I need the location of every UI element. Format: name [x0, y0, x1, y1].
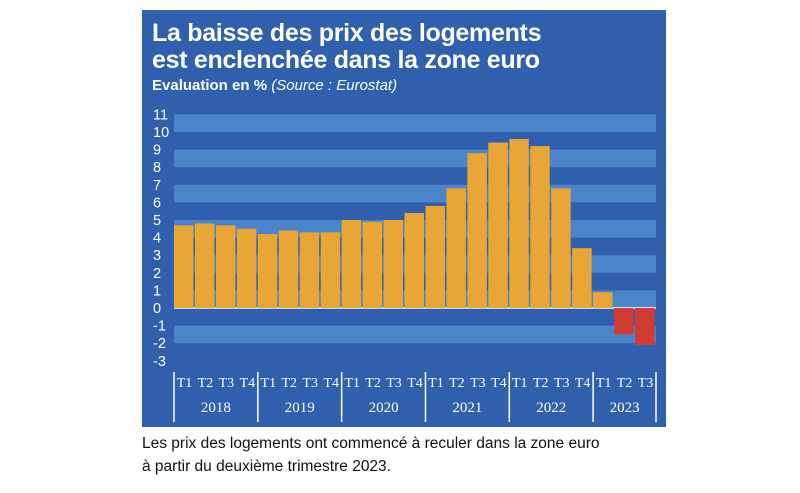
bar	[404, 212, 424, 308]
bar	[278, 230, 299, 308]
caption-line-2: à partir du deuxième trimestre 2023.	[142, 458, 391, 475]
year-label: 2021	[452, 400, 482, 416]
y-tick-label: 7	[153, 178, 161, 194]
title-line-2: est enclenchée dans la zone euro	[152, 46, 540, 74]
bar	[572, 248, 592, 308]
x-tick-label: T2	[198, 376, 214, 391]
bar	[215, 225, 236, 308]
y-tick-label: 8	[153, 160, 161, 176]
chart-panel	[142, 10, 666, 427]
x-tick-label: T3	[638, 376, 654, 391]
x-tick-label: T1	[512, 376, 528, 391]
bar	[446, 188, 466, 308]
x-tick-label: T2	[449, 376, 465, 391]
chart-subtitle: Evaluation en % (Source : Eurostat)	[152, 77, 397, 94]
x-tick-label: T2	[281, 376, 297, 391]
x-tick-label: T4	[575, 376, 591, 391]
x-tick-label: T1	[261, 376, 277, 391]
bar	[362, 221, 383, 308]
x-tick-label: T4	[407, 376, 423, 391]
year-label: 2018	[201, 400, 231, 416]
bar	[383, 220, 404, 308]
y-tick-label: 10	[153, 125, 169, 141]
year-label: 2023	[610, 400, 640, 416]
year-label: 2020	[369, 400, 399, 416]
bar	[614, 308, 634, 335]
y-tick-label: -2	[153, 336, 166, 352]
bar	[236, 228, 257, 308]
grid-stripe	[174, 325, 656, 344]
grid-stripe	[174, 114, 656, 132]
caption-line-1: Les prix des logements ont commencé à re…	[142, 435, 600, 452]
bar	[320, 232, 341, 308]
y-tick-label: 11	[153, 107, 168, 123]
bar	[635, 308, 655, 345]
subtitle-label: Evaluation en %	[152, 77, 268, 94]
x-tick-label: T4	[491, 376, 507, 391]
bar	[488, 142, 508, 308]
x-tick-label: T3	[386, 376, 402, 391]
x-tick-label: T2	[533, 376, 549, 391]
source-note: (Source : Eurostat)	[271, 77, 398, 94]
y-tick-label: 6	[153, 195, 161, 211]
bar	[425, 205, 445, 308]
y-tick-label: -1	[153, 319, 166, 335]
bar	[257, 234, 278, 308]
x-tick-label: T1	[177, 376, 193, 391]
caption: Les prix des logements ont commencé à re…	[142, 432, 682, 478]
y-tick-label: 4	[153, 231, 161, 247]
y-tick-label: 9	[153, 143, 161, 159]
grid-stripe	[174, 184, 656, 203]
x-tick-label: T3	[302, 376, 318, 391]
year-label: 2019	[285, 400, 315, 416]
x-tick-label: T3	[554, 376, 570, 391]
bar	[551, 188, 571, 308]
x-tick-label: T4	[240, 376, 256, 391]
title-line-1: La baisse des prix des logements	[152, 19, 542, 47]
x-tick-label: T1	[428, 376, 444, 391]
x-tick-label: T1	[596, 376, 612, 391]
y-tick-label: 2	[153, 266, 161, 282]
x-tick-label: T1	[344, 376, 360, 391]
bar	[194, 223, 215, 308]
x-tick-label: T3	[219, 376, 235, 391]
bar	[530, 146, 550, 308]
y-tick-label: 5	[153, 213, 161, 229]
grid-stripe	[174, 149, 656, 168]
x-tick-label: T2	[365, 376, 381, 391]
x-tick-label: T2	[617, 376, 633, 391]
x-tick-label: T3	[470, 376, 486, 391]
y-tick-label: 3	[153, 248, 161, 264]
y-tick-label: 0	[153, 301, 161, 317]
bar	[509, 139, 529, 308]
bar	[467, 153, 487, 308]
x-tick-label: T4	[323, 376, 339, 391]
chart-title: La baisse des prix des logements est enc…	[152, 20, 662, 74]
bar	[299, 232, 320, 308]
bar	[174, 225, 194, 308]
bar	[341, 220, 362, 308]
y-tick-label: -3	[153, 354, 166, 370]
bar	[593, 292, 613, 308]
year-label: 2022	[536, 400, 566, 416]
y-tick-label: 1	[153, 283, 161, 299]
